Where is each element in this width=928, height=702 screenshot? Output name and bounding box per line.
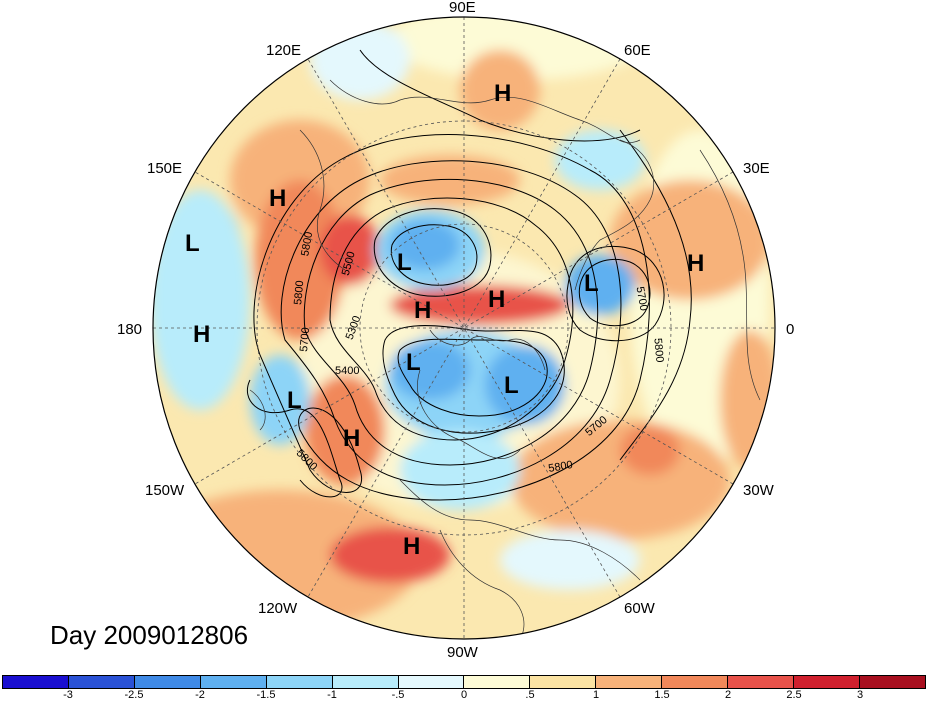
- colorbar-swatch: [3, 676, 69, 688]
- colorbar-tick-label: 3: [856, 689, 864, 701]
- polar-map: 5800 5500 5800 5700 5300 5400 5800 5700 …: [117, 0, 794, 661]
- geopotential-contours: [246, 49, 692, 501]
- graticule: [153, 17, 775, 639]
- contour-label: 5800: [651, 338, 665, 363]
- colorbar-tick-label: .5: [525, 689, 535, 701]
- coastlines: [249, 79, 761, 639]
- colorbar-swatch: [200, 676, 267, 688]
- colorbar-swatch: [68, 676, 135, 688]
- longitude-label: 120E: [266, 42, 301, 59]
- colorbar-swatch: [859, 676, 925, 688]
- colorbar-swatch: [398, 676, 465, 688]
- high-pressure-marker: H: [414, 297, 431, 324]
- contour-label: 5700: [633, 286, 649, 312]
- contour-label: 5400: [335, 365, 359, 377]
- contour-label: 5800: [292, 280, 306, 305]
- longitude-label: 90E: [449, 0, 476, 16]
- colorbar-swatch: [728, 676, 795, 688]
- colorbar-tick-labels: -3 -2.5 -2 -1.5 -1 -.5 0 .5 1 1.5 2 2.5 3: [0, 689, 928, 702]
- longitude-label: 60W: [624, 600, 656, 617]
- longitude-label: 150W: [145, 482, 185, 499]
- colorbar-swatch: [794, 676, 860, 688]
- colorbar-swatch: [332, 676, 399, 688]
- colorbar-tick-label: 1.5: [654, 689, 670, 701]
- longitude-label: 180: [117, 321, 142, 338]
- globe-outline: [152, 16, 776, 640]
- contour-label: 5800: [299, 231, 315, 257]
- colorbar-swatch: [134, 676, 201, 688]
- longitude-label: 30W: [743, 482, 775, 499]
- low-pressure-marker: L: [185, 230, 200, 257]
- longitude-label: 120W: [258, 600, 298, 617]
- low-pressure-marker: L: [406, 349, 421, 376]
- low-pressure-marker: L: [584, 270, 599, 297]
- pressure-systems: H H L L H H L H H L L L H H: [185, 80, 704, 560]
- low-pressure-marker: L: [504, 372, 519, 399]
- anomaly-field: [153, 17, 775, 639]
- colorbar-tick-label: 2.5: [786, 689, 802, 701]
- colorbar-tick-label: 0: [460, 689, 468, 701]
- colorbar-tick-label: -.5: [391, 689, 405, 701]
- colorbar-tick-label: -2.5: [124, 689, 144, 701]
- low-pressure-marker: L: [397, 249, 412, 276]
- colorbar-tick-label: -1: [327, 689, 337, 701]
- longitude-label: 90W: [447, 644, 479, 661]
- longitude-labels: 90E 60E 30E 0 30W 60W 90W 120W 150W 180 …: [117, 0, 794, 661]
- high-pressure-marker: H: [687, 250, 704, 277]
- colorbar-tick-label: 2: [724, 689, 732, 701]
- low-pressure-marker: L: [287, 387, 302, 414]
- longitude-label: 0: [786, 321, 794, 338]
- colorbar-swatch: [596, 676, 663, 688]
- high-pressure-marker: H: [193, 321, 210, 348]
- high-pressure-marker: H: [343, 425, 360, 452]
- colorbar-swatch: [662, 676, 729, 688]
- colorbar-swatch: [266, 676, 333, 688]
- colorbar-tick-label: 1: [592, 689, 600, 701]
- contour-label: 5700: [298, 327, 312, 352]
- high-pressure-marker: H: [403, 533, 420, 560]
- high-pressure-marker: H: [494, 80, 511, 107]
- colorbar-tick-label: -2: [195, 689, 205, 701]
- colorbar-tick-label: -1.5: [256, 689, 276, 701]
- longitude-label: 150E: [147, 160, 182, 177]
- high-pressure-marker: H: [269, 185, 286, 212]
- colorbar-swatch: [464, 676, 531, 688]
- longitude-label: 60E: [624, 42, 651, 59]
- colorbar: [2, 675, 926, 689]
- high-pressure-marker: H: [488, 286, 505, 313]
- contour-label: 5800: [547, 459, 573, 475]
- colorbar-tick-label: -3: [63, 689, 73, 701]
- longitude-label: 30E: [743, 160, 770, 177]
- colorbar-swatch: [530, 676, 597, 688]
- date-title: Day 2009012806: [50, 620, 249, 650]
